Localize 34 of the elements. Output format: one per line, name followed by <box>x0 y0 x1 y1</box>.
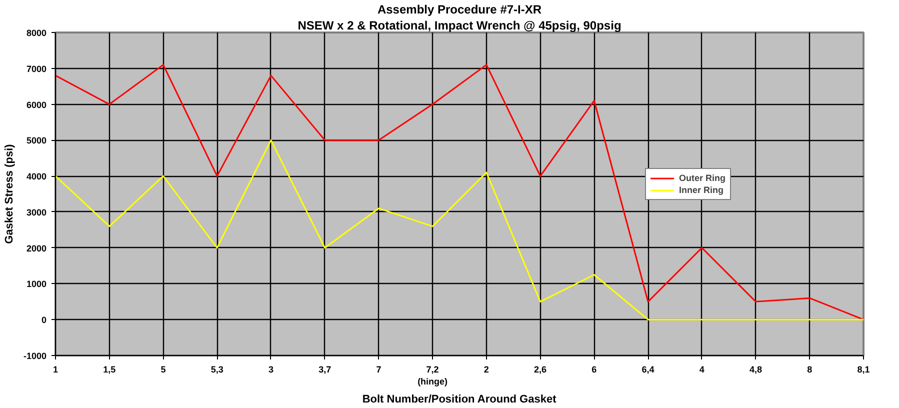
x-tick-label: 3 <box>268 364 274 374</box>
line-series <box>56 139 864 320</box>
chart-title: Assembly Procedure #7-I-XR <box>377 2 542 16</box>
line-series <box>56 64 864 320</box>
x-tick-label: 4,8 <box>750 364 762 374</box>
x-tick-label: 5 <box>160 364 166 374</box>
x-tick-label: 5,3 <box>210 364 224 374</box>
x-tick-label: 6,4 <box>642 364 654 374</box>
x-tick-label: 3,7 <box>318 364 332 374</box>
x-axis-title: Bolt Number/Position Around Gasket <box>362 394 557 406</box>
chart-subtitle: NSEW x 2 & Rotational, Impact Wrench @ 45psig, 90psig <box>298 18 622 32</box>
y-tick-label: 7000 <box>26 64 47 74</box>
y-tick-label: 6000 <box>26 100 47 110</box>
x-tick-label: 2,6 <box>534 364 547 374</box>
x-tick-label: 2 <box>484 364 489 374</box>
y-tick-label: 8000 <box>26 28 47 38</box>
y-tick-label: -1000 <box>23 351 47 361</box>
y-tick-label: 0 <box>41 315 47 326</box>
x-tick-label: 7 <box>376 364 382 374</box>
x-tick-label: 4 <box>699 364 704 374</box>
x-tick-label: 1,5 <box>103 364 116 374</box>
legend-label: Outer Ring <box>679 173 726 183</box>
x-tick-label: 7,2 (hinge) <box>418 364 448 386</box>
y-tick-label: 5000 <box>26 136 47 146</box>
y-axis-title: Gasket Stress (psi) <box>3 144 16 244</box>
y-tick-label: 3000 <box>26 207 47 218</box>
y-tick-label: 2000 <box>26 243 47 254</box>
y-tick-label: 1000 <box>26 279 47 290</box>
legend-label: Inner Ring <box>679 185 724 195</box>
x-tick-label: 8,1 <box>857 364 870 374</box>
x-tick-label: 1 <box>52 364 58 374</box>
x-tick-label: 8 <box>807 364 812 374</box>
y-tick-label: 4000 <box>26 172 47 182</box>
x-tick-label: 6 <box>592 364 597 374</box>
